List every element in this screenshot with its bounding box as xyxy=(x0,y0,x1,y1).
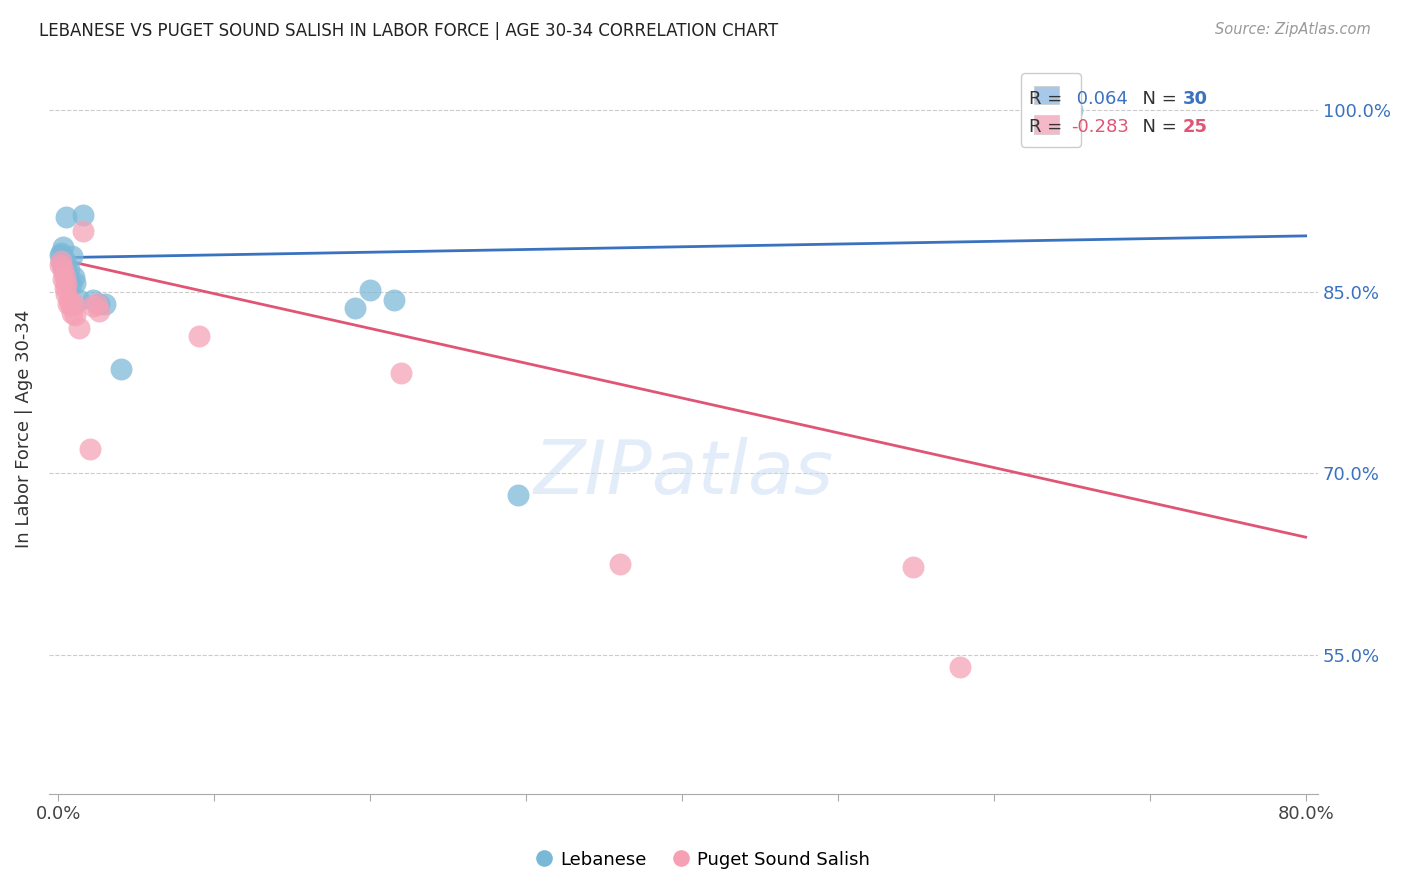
Point xyxy=(52,272,75,286)
Legend: , : , xyxy=(1021,73,1081,147)
Point xyxy=(55,265,77,279)
Point xyxy=(59,277,82,292)
Point xyxy=(508,488,530,502)
Point xyxy=(343,301,366,316)
Point xyxy=(65,276,87,290)
Legend: Lebanese, Puget Sound Salish: Lebanese, Puget Sound Salish xyxy=(529,844,877,876)
Point xyxy=(72,224,94,238)
Point xyxy=(67,293,90,307)
Point xyxy=(51,245,73,260)
Point xyxy=(63,296,86,310)
Point xyxy=(53,261,76,276)
Point xyxy=(82,293,104,307)
Text: ZIPatlas: ZIPatlas xyxy=(533,437,834,508)
Point xyxy=(51,254,73,268)
Text: N =: N = xyxy=(1130,90,1182,108)
Point xyxy=(110,362,132,376)
Text: 25: 25 xyxy=(1182,118,1208,136)
Point xyxy=(94,296,117,310)
Point xyxy=(63,270,86,285)
Text: -0.283: -0.283 xyxy=(1071,118,1129,136)
Text: R =: R = xyxy=(1029,118,1069,136)
Point xyxy=(52,253,75,268)
Point xyxy=(609,557,631,571)
Point xyxy=(49,258,72,272)
Point xyxy=(55,287,77,301)
Point xyxy=(52,262,75,277)
Point xyxy=(53,253,76,268)
Point xyxy=(53,270,76,285)
Point xyxy=(67,321,90,335)
Point xyxy=(359,283,381,297)
Point xyxy=(382,293,405,307)
Point xyxy=(60,306,83,320)
Point xyxy=(52,260,75,275)
Point xyxy=(59,299,82,313)
Text: LEBANESE VS PUGET SOUND SALISH IN LABOR FORCE | AGE 30-34 CORRELATION CHART: LEBANESE VS PUGET SOUND SALISH IN LABOR … xyxy=(39,22,779,40)
Point xyxy=(65,308,87,322)
Point xyxy=(187,329,209,343)
Point xyxy=(58,275,80,289)
Point xyxy=(87,296,110,310)
Point xyxy=(49,248,72,262)
Point xyxy=(55,210,77,224)
Point xyxy=(58,293,80,307)
Point xyxy=(72,208,94,222)
Point xyxy=(86,296,108,310)
Point xyxy=(87,304,110,318)
Text: N =: N = xyxy=(1130,118,1182,136)
Point xyxy=(389,366,412,380)
Point xyxy=(52,240,75,254)
Point xyxy=(79,442,101,456)
Y-axis label: In Labor Force | Age 30-34: In Labor Force | Age 30-34 xyxy=(15,310,32,548)
Point xyxy=(51,254,73,268)
Point xyxy=(56,270,79,285)
Point xyxy=(53,281,76,295)
Point xyxy=(58,261,80,276)
Point xyxy=(55,277,77,292)
Point xyxy=(82,299,104,313)
Text: R =: R = xyxy=(1029,90,1069,108)
Point xyxy=(901,560,924,574)
Point xyxy=(948,659,970,673)
Point xyxy=(53,258,76,272)
Point xyxy=(56,296,79,310)
Point xyxy=(60,249,83,263)
Point xyxy=(1060,103,1083,117)
Text: 0.064: 0.064 xyxy=(1071,90,1128,108)
Text: Source: ZipAtlas.com: Source: ZipAtlas.com xyxy=(1215,22,1371,37)
Text: 30: 30 xyxy=(1182,90,1208,108)
